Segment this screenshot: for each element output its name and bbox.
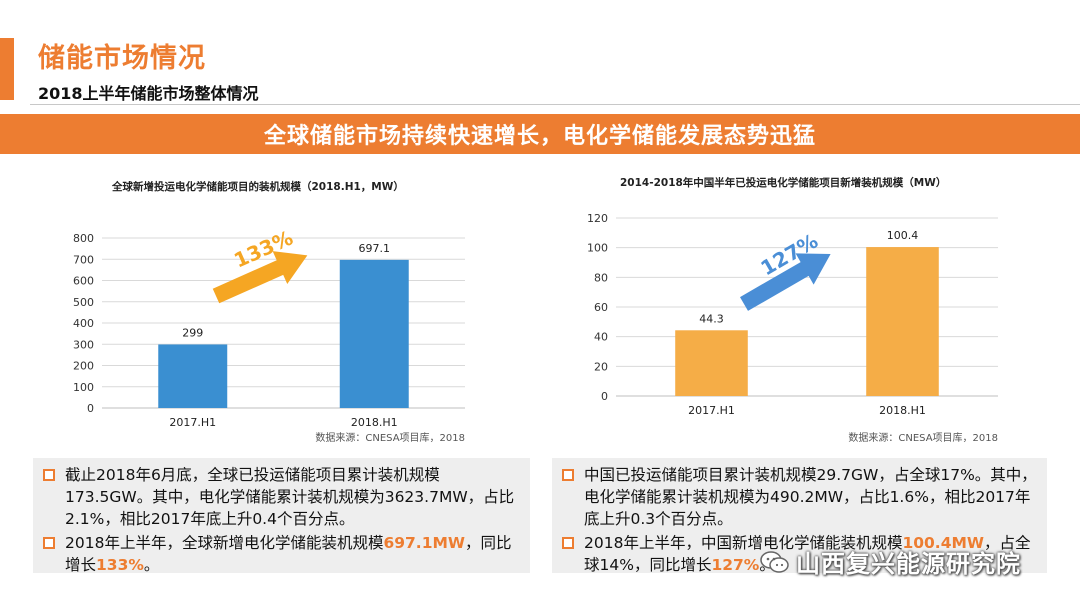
x-tick-label: 2017.H1 (169, 416, 216, 429)
bullet-item: 2018年上半年，中国新增电化学储能装机规模100.4MW，占全球14%，同比增… (560, 532, 1039, 576)
bar-2017.H1 (158, 344, 228, 408)
page-title: 储能市场情况 (38, 43, 206, 74)
bullet-square-icon (43, 537, 55, 549)
x-tick-label: 2018.H1 (879, 404, 926, 417)
bullet-square-icon (562, 537, 574, 549)
y-tick-label: 40 (594, 331, 608, 344)
growth-arrow (212, 251, 308, 304)
page-subtitle: 2018上半年储能市场整体情况 (38, 84, 259, 103)
bullet-text-mid: ，占全球14%，同比增长 (584, 534, 1031, 574)
data-label: 44.3 (699, 312, 724, 325)
growth-arrow-shape (740, 253, 831, 311)
wechat-icon (760, 550, 790, 574)
data-label: 100.4 (887, 229, 919, 242)
y-tick-label: 200 (73, 360, 94, 373)
x-tick-label: 2017.H1 (688, 404, 735, 417)
y-tick-label: 400 (73, 317, 94, 330)
y-tick-label: 0 (601, 390, 608, 403)
y-tick-label: 0 (87, 402, 94, 415)
data-label: 697.1 (359, 242, 391, 255)
y-tick-label: 20 (594, 360, 608, 373)
y-tick-label: 80 (594, 271, 608, 284)
china-new-capacity-chart: 2014-2018年中国半年已投运电化学储能项目新增装机规模（MW） 0 20 40 6… (587, 176, 998, 444)
bullet-text-pre: 2018年上半年，全球新增电化学储能装机规模 (65, 534, 384, 552)
title-divider (30, 104, 1080, 105)
y-tick-label: 60 (594, 301, 608, 314)
highlight-percent: 127% (711, 556, 760, 574)
source-note: 数据来源：CNESA项目库，2018 (848, 431, 998, 444)
bullet-square-icon (562, 469, 574, 481)
bar-2017.H1 (675, 330, 748, 396)
highlight-value: 697.1MW (383, 534, 466, 552)
y-tick-label: 120 (587, 212, 608, 225)
bullet-item: 截止2018年6月底，全球已投运储能项目累计装机规模173.5GW。其中，电化学… (41, 464, 522, 530)
watermark-text: 山西复兴能源研究院 (796, 550, 1021, 578)
headline-banner: 全球储能市场持续快速增长，电化学储能发展态势迅猛 (0, 114, 1080, 154)
data-label: 299 (182, 326, 203, 339)
headline-text: 全球储能市场持续快速增长，电化学储能发展态势迅猛 (263, 124, 816, 149)
growth-arrow-shape (212, 251, 308, 304)
source-note: 数据来源：CNESA项目库，2018 (315, 431, 465, 444)
bullet-text-mid: ，同比增长 (65, 534, 512, 574)
highlight-value: 100.4MW (902, 534, 985, 552)
growth-arrow (740, 253, 831, 311)
bullet-text-pre: 2018年上半年，中国新增电化学储能装机规模 (584, 534, 903, 552)
y-tick-label: 100 (73, 381, 94, 394)
bullet-text: 中国已投运储能项目累计装机规模29.7GW，占全球17%。其中，电化学储能累计装… (584, 466, 1037, 528)
left-bullet-box: 截止2018年6月底，全球已投运储能项目累计装机规模173.5GW。其中，电化学… (33, 458, 530, 576)
wechat-watermark: 山西复兴能源研究院 (760, 544, 1021, 579)
y-tick-label: 100 (587, 242, 608, 255)
highlight-percent: 133% (96, 556, 144, 574)
bar-2018.H1 (866, 247, 939, 396)
right-bullet-box: 中国已投运储能项目累计装机规模29.7GW，占全球17%。其中，电化学储能累计装… (552, 458, 1047, 576)
bullet-text-post: 。 (143, 556, 160, 574)
header-accent-bar (0, 38, 14, 100)
bullet-item: 中国已投运储能项目累计装机规模29.7GW，占全球17%。其中，电化学储能累计装… (560, 464, 1039, 530)
y-tick-label: 500 (73, 296, 94, 309)
chart-title: 2014-2018年中国半年已投运电化学储能项目新增装机规模（MW） (620, 176, 946, 189)
y-tick-label: 700 (73, 253, 94, 266)
bullet-square-icon (43, 469, 55, 481)
bullet-item: 2018年上半年，全球新增电化学储能装机规模697.1MW，同比增长133%。 (41, 532, 522, 576)
bar-2018.H1 (339, 259, 409, 408)
global-installed-capacity-chart: 全球新增投运电化学储能项目的装机规模（2018.H1，MW） 0 100 200 300… (73, 180, 465, 444)
x-tick-label: 2018.H1 (351, 416, 398, 429)
chart-title: 全球新增投运电化学储能项目的装机规模（2018.H1，MW） (111, 180, 404, 193)
bullet-text: 截止2018年6月底，全球已投运储能项目累计装机规模173.5GW。其中，电化学… (65, 466, 515, 528)
y-tick-label: 600 (73, 275, 94, 288)
y-tick-label: 300 (73, 338, 94, 351)
y-tick-label: 800 (73, 232, 94, 245)
